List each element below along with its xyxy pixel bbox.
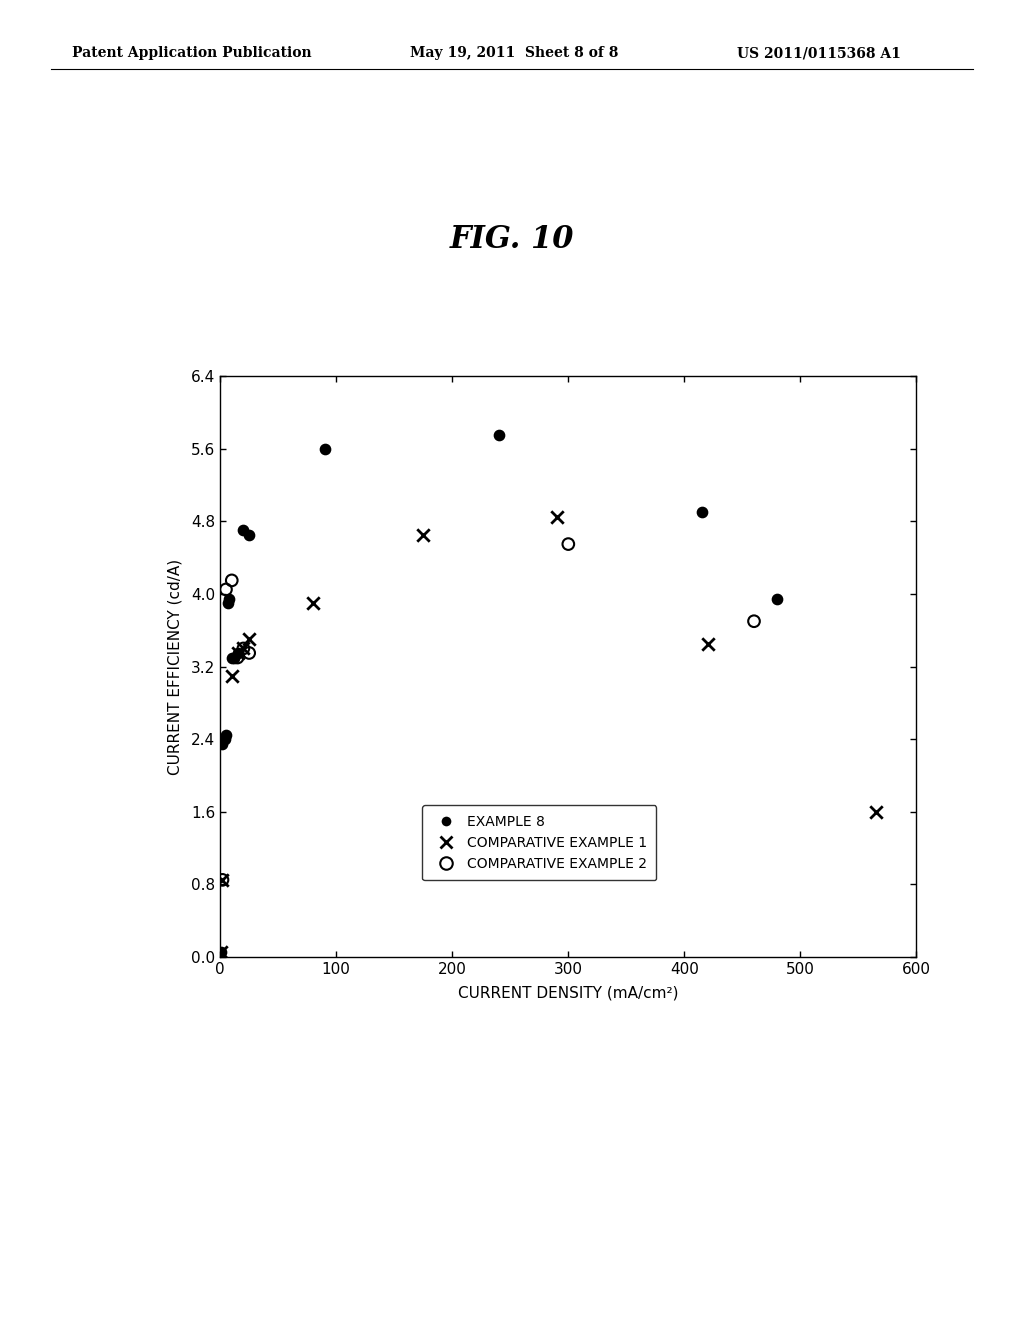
Point: [213, 942, 229, 964]
Point: [223, 665, 240, 686]
Text: FIG. 10: FIG. 10: [450, 224, 574, 255]
Point: [226, 647, 243, 668]
Point: [241, 628, 257, 649]
Point: [220, 593, 237, 614]
X-axis label: CURRENT DENSITY (mA/cm²): CURRENT DENSITY (mA/cm²): [458, 985, 679, 1001]
Point: [236, 520, 252, 541]
Point: [217, 729, 233, 750]
Point: [223, 647, 240, 668]
Point: [214, 870, 230, 891]
Point: [867, 801, 884, 822]
Text: May 19, 2011  Sheet 8 of 8: May 19, 2011 Sheet 8 of 8: [410, 46, 617, 61]
Point: [490, 425, 507, 446]
Point: [415, 524, 431, 545]
Point: [214, 733, 230, 754]
Point: [229, 643, 246, 664]
Point: [745, 611, 762, 632]
Point: [221, 587, 238, 609]
Point: [769, 587, 785, 609]
Point: [236, 638, 252, 659]
Point: [305, 593, 322, 614]
Point: [218, 725, 234, 746]
Point: [316, 438, 333, 459]
Point: [218, 579, 234, 601]
Text: Patent Application Publication: Patent Application Publication: [72, 46, 311, 61]
Point: [229, 647, 246, 668]
Point: [241, 643, 257, 664]
Point: [241, 524, 257, 545]
Point: [213, 942, 229, 964]
Legend: EXAMPLE 8, COMPARATIVE EXAMPLE 1, COMPARATIVE EXAMPLE 2: EXAMPLE 8, COMPARATIVE EXAMPLE 1, COMPAR…: [422, 805, 656, 880]
Point: [699, 634, 716, 655]
Point: [223, 570, 240, 591]
Point: [229, 643, 246, 664]
Point: [560, 533, 577, 554]
Point: [693, 502, 710, 523]
Point: [549, 507, 565, 528]
Text: US 2011/0115368 A1: US 2011/0115368 A1: [737, 46, 901, 61]
Point: [214, 870, 230, 891]
Point: [236, 638, 252, 659]
Y-axis label: CURRENT EFFICIENCY (cd/A): CURRENT EFFICIENCY (cd/A): [168, 558, 182, 775]
